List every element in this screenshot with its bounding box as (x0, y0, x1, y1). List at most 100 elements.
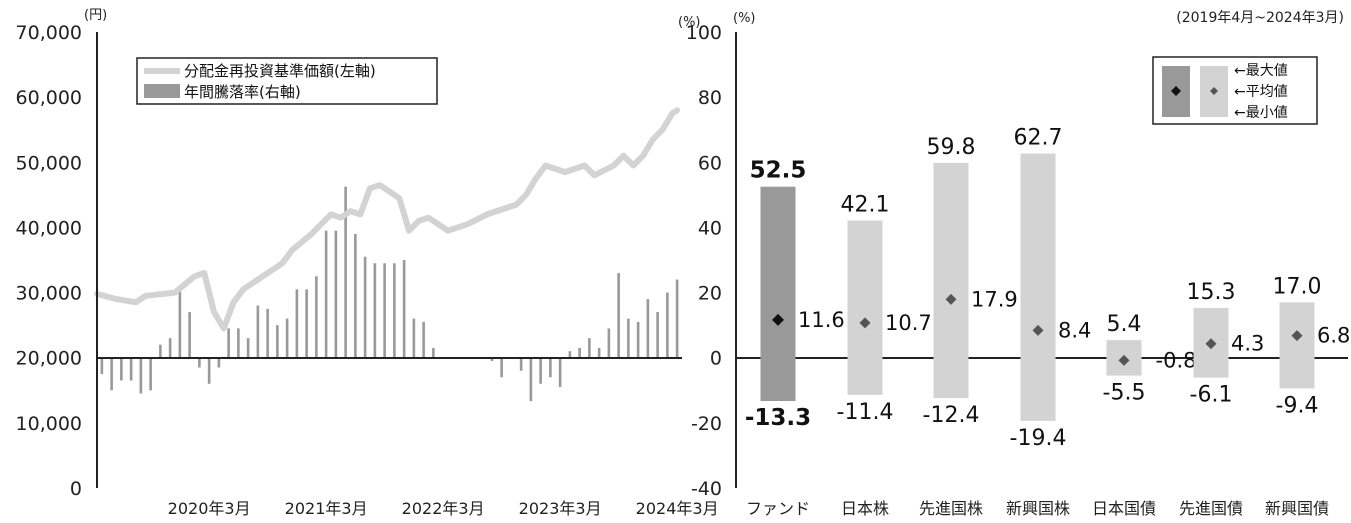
range-bar (933, 162, 969, 399)
return-bar (402, 260, 406, 358)
legend-avg-label: ←平均値 (1234, 84, 1288, 100)
average-label: 8.4 (1058, 318, 1091, 342)
return-bar (529, 357, 533, 402)
x-axis-ticks: 2020年3月 2021年3月 2022年3月 2023年3月 2024年3月 (168, 499, 719, 518)
period-label: (2019年4月~2024年3月) (1176, 10, 1344, 26)
x-tick-label: 2024年3月 (636, 499, 719, 518)
category-label: 先進国株 (919, 499, 983, 518)
return-bar (539, 357, 542, 384)
right-tick-label: -40 (691, 478, 722, 500)
nav-line (94, 107, 681, 332)
return-bar (568, 351, 572, 358)
legend-min-label: ←最小値 (1234, 105, 1288, 121)
max-label: 17.0 (1273, 274, 1322, 299)
legend-box (136, 57, 438, 105)
return-bar (344, 186, 347, 358)
return-bar (159, 344, 162, 358)
right-tick-label: 0 (710, 348, 722, 370)
left-axis-unit: (円) (84, 8, 107, 23)
nav-line-path (94, 107, 681, 332)
left-tick-label: 70,000 (16, 22, 82, 44)
average-marker (1205, 338, 1217, 350)
return-bar (675, 279, 679, 358)
return-bar (558, 357, 562, 388)
left-tick-label: 40,000 (16, 217, 82, 239)
return-bar (237, 328, 240, 358)
return-bar (266, 308, 269, 358)
legend-asset-marker (1210, 87, 1218, 95)
average-marker (859, 317, 871, 329)
return-bar (178, 286, 182, 358)
return-bar (422, 321, 425, 358)
right-tick-label: 40 (698, 217, 722, 239)
return-bar (549, 357, 552, 378)
left-tick-label: 0 (70, 478, 82, 500)
return-bar (110, 357, 113, 391)
return-bar (334, 230, 338, 358)
range-bars: 11.6 52.5 -13.3 10.7 42.1 -11.4 17.9 59.8 -12.4 8… (745, 125, 1351, 450)
return-bar (636, 321, 640, 358)
return-bar (315, 276, 318, 358)
return-bar (412, 318, 416, 358)
return-bar (295, 289, 299, 358)
category-label: ファンド (746, 499, 810, 518)
left-axis-ticks: 70,000 60,000 50,000 40,000 30,000 20,000 10,0… (16, 22, 82, 500)
return-bars (100, 186, 679, 402)
average-marker (945, 293, 957, 305)
right-axis-ticks: 100 80 60 40 20 0 -20 -40 (686, 22, 722, 500)
return-bar (256, 305, 260, 358)
max-label: 59.8 (927, 135, 976, 160)
x-tick-label: 2023年3月 (519, 499, 602, 518)
legend-bar-swatch (144, 84, 180, 98)
return-bar (666, 292, 669, 358)
return-bar (100, 357, 104, 374)
average-marker (772, 313, 784, 326)
left-legend: 分配金再投資基準価額(左軸) 年間騰落率(右軸) (136, 57, 438, 105)
category-label: 先進国債 (1179, 499, 1243, 518)
return-bar (207, 357, 211, 384)
average-marker (1032, 324, 1044, 336)
min-label: -19.4 (1010, 426, 1067, 451)
return-bar (432, 347, 435, 358)
category-label: 日本株 (841, 499, 889, 518)
range-bar (1279, 302, 1315, 389)
return-bar (578, 347, 581, 358)
average-marker (1118, 354, 1130, 366)
return-bar (246, 338, 250, 358)
return-bar (597, 347, 601, 358)
category-label: 新興国債 (1265, 499, 1329, 518)
return-bar (285, 318, 289, 358)
average-label: 11.6 (798, 308, 845, 332)
legend-fund-marker (1171, 86, 1181, 96)
range-bar (1020, 153, 1056, 421)
right-tick-label: -20 (691, 413, 722, 435)
legend-max-label: ←最大値 (1234, 63, 1288, 79)
right-chart-unit: (%) (733, 11, 756, 26)
x-tick-label: 2020年3月 (168, 499, 251, 518)
return-bar (373, 263, 377, 358)
right-tick-label: 100 (686, 22, 722, 44)
right-tick-label: 80 (698, 87, 722, 109)
left-tick-label: 50,000 (16, 152, 82, 174)
return-bar (305, 289, 308, 358)
average-label: 10.7 (885, 311, 932, 335)
return-bar (168, 338, 172, 358)
left-tick-label: 10,000 (16, 413, 82, 435)
right-axis-unit: (%) (678, 15, 701, 30)
right-tick-label: 20 (698, 283, 722, 305)
return-bar (363, 256, 367, 358)
return-bar (627, 318, 630, 358)
min-label: -6.1 (1190, 383, 1233, 408)
return-bar (500, 357, 503, 378)
return-bar (276, 325, 279, 358)
min-label: -12.4 (923, 403, 980, 428)
left-tick-label: 20,000 (16, 348, 82, 370)
return-bar (198, 357, 201, 368)
right-chart: (%) (2019年4月~2024年3月) 11.6 52.5 -13.3 10.7 4… (733, 10, 1350, 518)
return-bar (227, 328, 230, 358)
return-bar (383, 263, 386, 358)
return-bar (588, 338, 591, 358)
right-legend: ←最大値 ←平均値 ←最小値 (1152, 56, 1318, 125)
return-bar (324, 230, 328, 358)
max-label: 5.4 (1107, 312, 1142, 337)
